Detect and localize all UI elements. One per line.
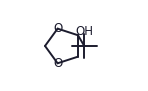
Text: OH: OH xyxy=(75,25,93,38)
Text: O: O xyxy=(53,57,63,70)
Text: O: O xyxy=(53,22,63,35)
